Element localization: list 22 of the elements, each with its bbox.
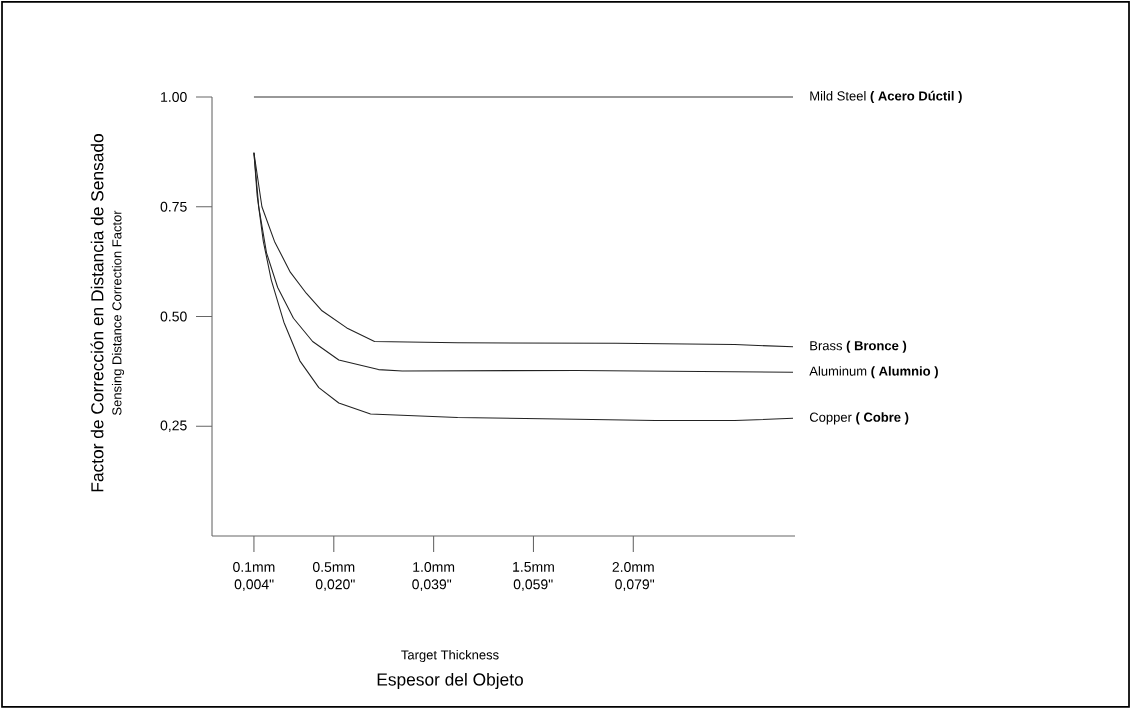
text: Sensing Distance Correction Factor bbox=[111, 210, 125, 415]
x-tick-label: 1.0mm bbox=[413, 562, 455, 572]
x-tick-label: 0.5mm bbox=[312, 562, 355, 572]
y-tick-label: 1.00 bbox=[161, 92, 187, 102]
x-tick-label: 1.5mm bbox=[513, 562, 554, 572]
x-tick-label: 2.0mm bbox=[612, 562, 654, 572]
y-tick-label: 0.75 bbox=[160, 201, 187, 212]
text: Target Thickness bbox=[401, 649, 499, 663]
series-label: Mild Steel ( Acero Dúctil ) bbox=[810, 90, 962, 104]
x2-tick-label: 0,039" bbox=[412, 579, 452, 591]
x2-tick-label: 0,020" bbox=[315, 579, 355, 591]
x-axis-title: Espesor del Objeto bbox=[377, 672, 523, 690]
y-tick-label: 0.50 bbox=[160, 311, 187, 322]
x2-tick-label: 0,059" bbox=[513, 579, 553, 591]
x2-tick-label: 0,079" bbox=[615, 579, 655, 591]
y-tick-label: 0,25 bbox=[160, 420, 187, 433]
y-axis-title: Factor de Corrección en Distancia de Sensado bbox=[90, 134, 104, 492]
series-label: Aluminum ( Alumnio ) bbox=[809, 366, 938, 379]
series-label: Brass ( Bronce ) bbox=[810, 340, 907, 353]
x-tick-label: 0.1mm bbox=[233, 562, 275, 572]
series-label: Copper ( Cobre ) bbox=[809, 412, 909, 425]
x2-tick-label: 0,004" bbox=[234, 579, 274, 591]
